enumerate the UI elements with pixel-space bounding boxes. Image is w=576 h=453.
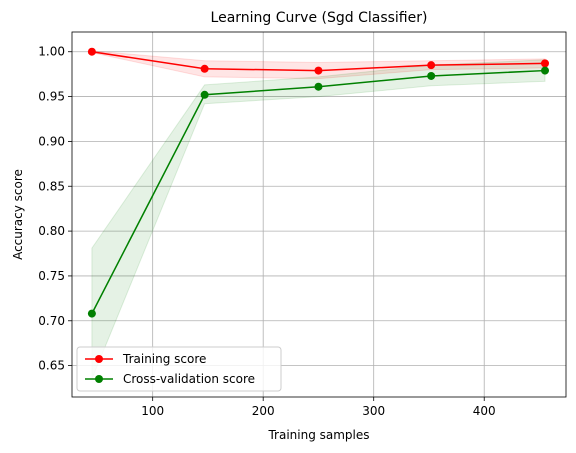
series-0-point	[541, 59, 550, 68]
x-tick-label: 200	[252, 404, 275, 418]
x-tick-label: 400	[473, 404, 496, 418]
legend-entry-label: Cross-validation score	[123, 372, 255, 386]
legend-entry-label: Training score	[122, 352, 206, 366]
y-tick-label: 0.90	[38, 134, 65, 148]
legend-swatch-marker	[95, 355, 103, 363]
x-axis-label: Training samples	[267, 428, 369, 442]
y-tick-label: 0.65	[38, 359, 65, 373]
y-tick-label: 0.75	[38, 269, 65, 283]
y-tick-label: 1.00	[38, 45, 65, 59]
y-tick-label: 0.85	[38, 179, 65, 193]
y-tick-label: 0.95	[38, 90, 65, 104]
legend-box	[76, 346, 282, 392]
series-1-point	[200, 90, 209, 99]
series-points	[87, 47, 550, 318]
series-0-point	[200, 64, 209, 73]
axis-ticks: 100 200 300 400 0.65 0.70 0.75 0.80 0.85 0.90 0.95…	[38, 45, 495, 418]
y-axis-label: Accuracy score	[11, 169, 25, 260]
y-tick-label: 0.70	[38, 314, 65, 328]
series-0-point	[87, 47, 96, 56]
confidence-bands	[91, 50, 546, 380]
series-1-point	[427, 71, 436, 80]
series-1-point	[541, 66, 550, 75]
series-0-point	[427, 61, 436, 70]
x-tick-label: 300	[362, 404, 385, 418]
chart-legend: Training score Cross-validation score	[76, 346, 282, 392]
series-1-point	[87, 309, 96, 318]
grid-lines	[72, 32, 566, 397]
series-1-band	[91, 59, 546, 380]
axes-frame	[71, 31, 567, 398]
series-1-point	[314, 82, 323, 91]
legend-swatch-marker	[95, 375, 103, 383]
chart-title: Learning Curve (Sgd Classifier)	[211, 10, 428, 26]
y-tick-label: 0.80	[38, 224, 65, 238]
series-0-point	[314, 66, 323, 75]
x-tick-label: 100	[141, 404, 164, 418]
